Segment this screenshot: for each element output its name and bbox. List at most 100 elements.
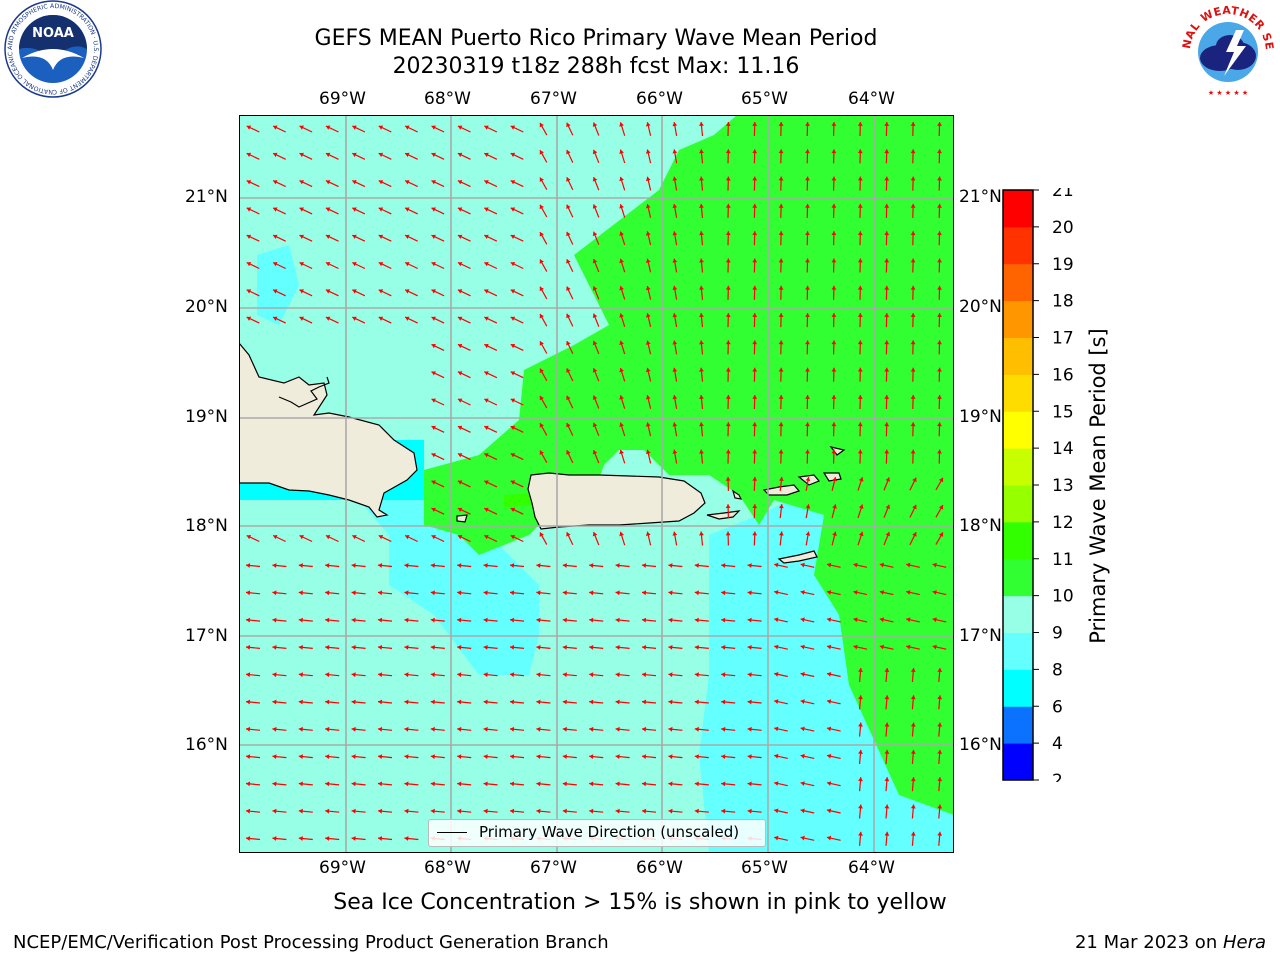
wave-arrow-head [645, 395, 651, 400]
colorbar-tick-label: 16 [1052, 365, 1074, 385]
wave-arrow-head [510, 645, 515, 650]
wave-arrow-head [566, 259, 571, 264]
lon-label-top: 66°W [636, 89, 683, 109]
wave-arrow-head [725, 203, 731, 208]
wave-arrow-head [457, 535, 463, 540]
wave-arrow-head [589, 726, 594, 732]
wave-arrow-head [699, 231, 704, 236]
wave-arrow-head [778, 149, 784, 154]
st-croix-island [777, 550, 818, 564]
wave-arrow-head [592, 286, 598, 291]
wave-arrow-head [774, 562, 779, 568]
wave-arrow-head [510, 781, 515, 787]
wave-arrow-head [774, 835, 779, 841]
wave-arrow-head [457, 726, 462, 732]
wave-arrow-head [539, 532, 544, 537]
wave-arrow-head [619, 422, 624, 427]
wave-arrow-head [938, 477, 944, 483]
wave-arrow-head [910, 231, 916, 236]
vieques-island [706, 510, 741, 520]
wave-arrow-head [378, 563, 383, 568]
wave-arrow-head [562, 781, 567, 787]
wave-arrow-head [858, 777, 863, 782]
wave-arrow-head [378, 535, 384, 540]
wave-arrow-head [884, 149, 890, 154]
wave-arrow-head [536, 645, 541, 650]
wave-arrow-head [510, 754, 515, 759]
wave-arrow-head [510, 563, 515, 568]
wave-arrow-head [272, 836, 277, 841]
wave-arrow-head [619, 122, 624, 127]
wave-arrow-head [352, 289, 357, 294]
colorbar-tick-label: 19 [1052, 255, 1074, 275]
wave-arrow-head [642, 754, 647, 759]
wave-arrow-head [910, 831, 916, 836]
wave-arrow-head [672, 313, 678, 318]
wave-arrow-head [910, 777, 916, 782]
wave-arrow-head [827, 672, 832, 677]
wave-arrow-head [430, 754, 435, 759]
wave-arrow-head [566, 150, 571, 155]
wave-arrow-head [589, 699, 594, 705]
wave-arrow-head [457, 617, 462, 623]
wave-arrow-head [831, 367, 837, 372]
wave-arrow-head [858, 668, 863, 672]
lon-label-bottom: 68°W [424, 858, 471, 878]
lat-label-left: 19°N [185, 407, 228, 427]
wave-arrow-head [752, 231, 758, 236]
wave-arrow-head [457, 507, 463, 512]
wave-arrow-head [325, 590, 330, 596]
wave-arrow-head [645, 422, 651, 427]
wave-arrow-head [510, 808, 515, 814]
wave-arrow-head [906, 590, 911, 595]
lat-label-right: 18°N [959, 516, 1002, 536]
wave-arrow-head [273, 316, 278, 321]
wave-arrow-head [668, 563, 673, 568]
wave-arrow-head [325, 836, 330, 841]
wave-arrow-head [272, 781, 277, 787]
wave-arrow-head [325, 699, 330, 705]
wave-arrow-head [431, 316, 436, 321]
wave-arrow-head [694, 617, 699, 623]
wave-arrow-head [827, 808, 832, 814]
wave-arrow-head [858, 749, 863, 754]
wave-arrow-head [747, 699, 752, 705]
wave-arrow-head [668, 617, 673, 623]
wave-arrow-head [774, 808, 779, 814]
wave-arrow-head [699, 367, 704, 372]
wave-arrow-head [668, 754, 673, 759]
wave-arrow-head [272, 808, 277, 814]
wave-arrow-head [800, 835, 805, 841]
wave-arrow-head [325, 808, 330, 814]
lon-label-bottom: 64°W [848, 858, 895, 878]
lon-label-bottom: 67°W [530, 858, 577, 878]
wave-arrow-head [937, 749, 943, 754]
wave-arrow-head [298, 672, 303, 678]
wave-arrow-head [352, 125, 357, 130]
wave-arrow-head [510, 507, 516, 512]
nws-logo: NATIONAL WEATHER SERVICE ★ ★ ★ ★ ★ [1176, 0, 1276, 98]
wave-arrow-head [752, 340, 758, 345]
wave-arrow-head [378, 234, 384, 239]
wave-arrow-head [592, 122, 598, 127]
wave-arrow-head [510, 180, 516, 185]
wave-arrow-head [774, 590, 779, 595]
wave-arrow-head [858, 804, 863, 809]
wave-arrow-head [298, 754, 303, 759]
wave-arrow-head [721, 808, 726, 814]
wave-arrow-head [457, 234, 463, 239]
wave-arrow-head [832, 504, 837, 509]
wave-arrow-head [884, 203, 890, 208]
wave-arrow-head [725, 422, 731, 427]
wave-arrow-head [778, 176, 784, 181]
wave-arrow-head [857, 149, 863, 154]
wave-arrow-head [510, 699, 515, 705]
wave-arrow-head [615, 590, 620, 596]
wave-arrow-head [805, 122, 810, 126]
wave-arrow-head [725, 531, 731, 536]
wave-arrow-head [831, 122, 837, 126]
wave-arrow-head [752, 367, 758, 372]
wave-arrow-head [325, 781, 330, 787]
wave-arrow-head [805, 395, 810, 399]
wave-arrow-head [694, 672, 699, 678]
